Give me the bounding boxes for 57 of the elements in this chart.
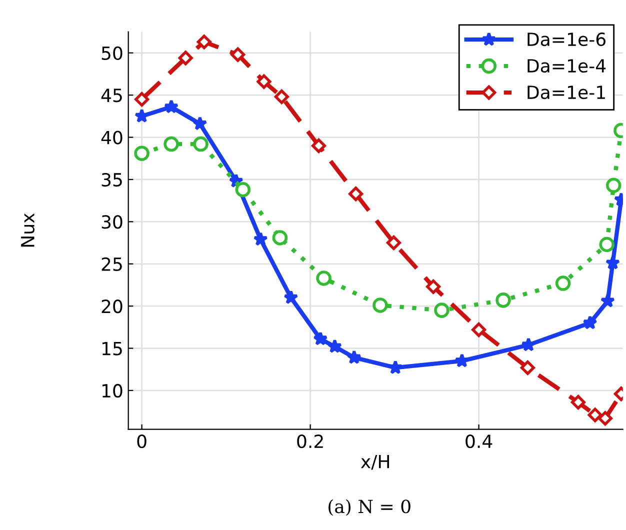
- point: [134, 92, 150, 107]
- point: [599, 236, 615, 252]
- y-tick-label: 15: [102, 342, 122, 356]
- point: [164, 136, 179, 152]
- point: [134, 146, 150, 161]
- point: [521, 337, 536, 352]
- point: [192, 116, 208, 130]
- y-tick-label: 35: [102, 172, 122, 187]
- y-tick-label: 45: [101, 88, 122, 102]
- point: [272, 230, 288, 246]
- point: [274, 90, 289, 104]
- point: [606, 178, 622, 194]
- y-tick-label: 50: [102, 46, 122, 60]
- point: [600, 293, 616, 308]
- point: [313, 331, 328, 346]
- point: [555, 276, 571, 291]
- y-tick-label: 20: [102, 300, 122, 314]
- x-tick-label: 0.2: [297, 434, 323, 448]
- point: [372, 298, 388, 313]
- y-axis-title: Nux: [21, 213, 34, 247]
- point: [196, 34, 212, 50]
- point: [178, 50, 193, 66]
- point: [605, 255, 620, 270]
- point: [348, 186, 364, 202]
- legend-label: Da=1e-4: [528, 59, 606, 73]
- y-tick-label: 30: [102, 215, 122, 229]
- point: [284, 290, 298, 304]
- legend-label: Da=1e-6: [528, 32, 606, 46]
- point: [496, 292, 511, 308]
- x-tick-label: 0.4: [466, 434, 492, 448]
- point: [311, 138, 326, 154]
- legend-label: Da=1e-1: [528, 86, 605, 100]
- point: [520, 360, 535, 375]
- point: [230, 47, 246, 62]
- point: [235, 182, 251, 198]
- y-tick-label: 40: [101, 130, 122, 144]
- point: [256, 74, 272, 89]
- point: [388, 360, 403, 374]
- x-axis-title: x/H: [360, 454, 389, 470]
- point: [386, 236, 401, 250]
- point: [164, 99, 179, 114]
- y-tick-label: 25: [102, 257, 122, 271]
- point: [472, 322, 486, 337]
- point: [582, 315, 598, 330]
- point: [570, 395, 586, 410]
- point: [588, 408, 602, 422]
- point: [316, 270, 332, 286]
- point: [434, 302, 450, 318]
- point: [327, 338, 342, 354]
- point: [346, 350, 362, 364]
- y-tick-label: 10: [102, 384, 122, 398]
- point: [193, 136, 208, 152]
- point: [253, 232, 268, 246]
- text: (a) N = 0: [328, 499, 410, 516]
- point: [598, 411, 612, 426]
- x-tick-label: 0: [137, 434, 146, 448]
- point: [426, 279, 441, 294]
